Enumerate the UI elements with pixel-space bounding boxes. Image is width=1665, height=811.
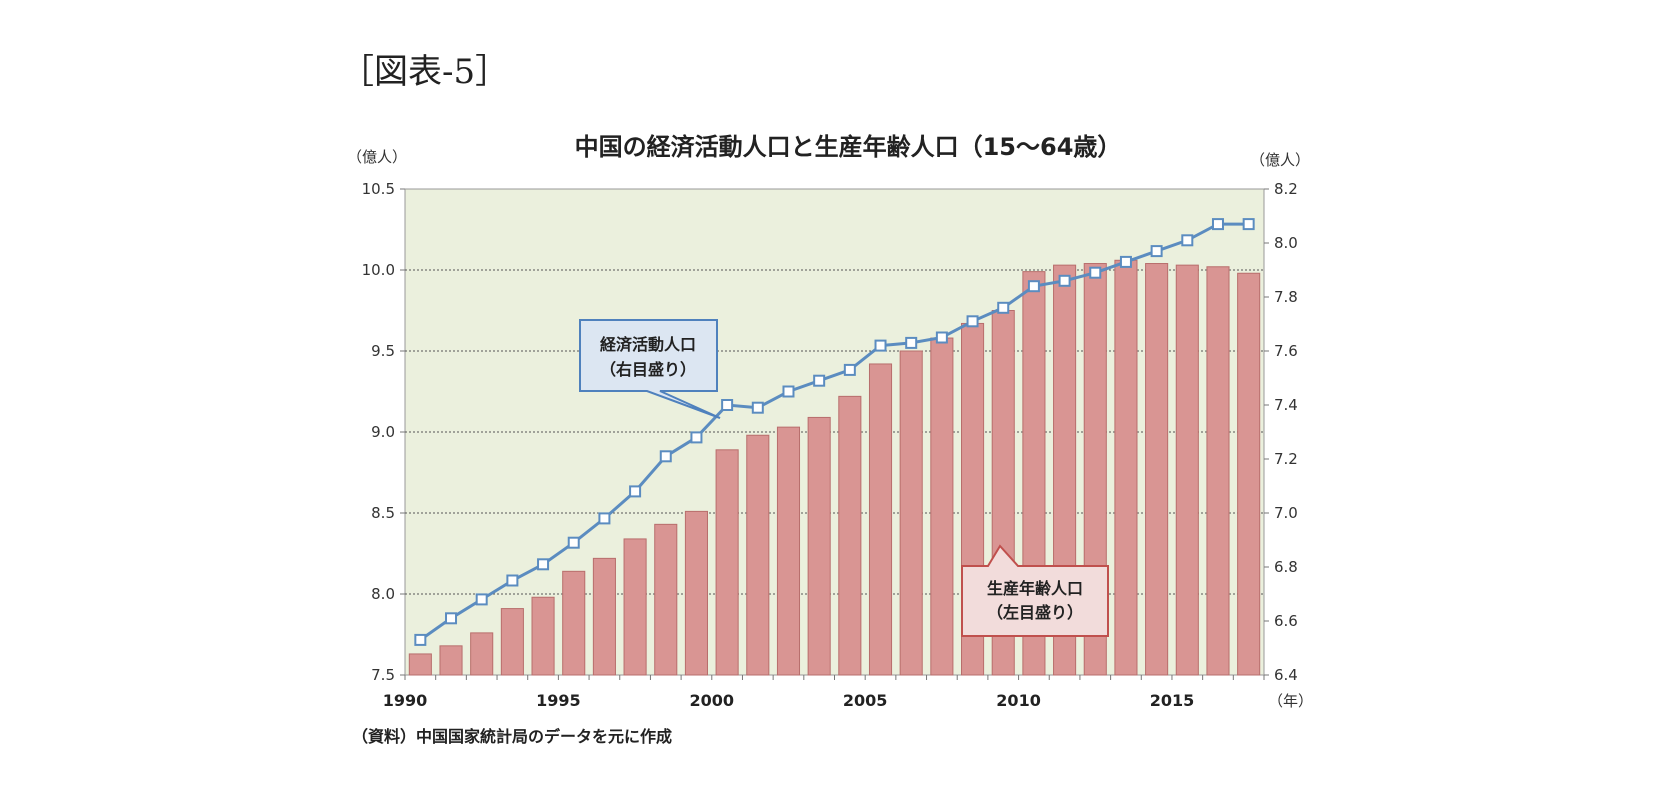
line-point-1992 [475,593,488,606]
bar-1998 [654,523,678,676]
x-axis-unit: （年） [1268,692,1313,710]
line-point-1990 [414,633,427,646]
x-tick-label: 1990 [383,691,428,710]
right-tick-label: 7.0 [1274,504,1298,522]
line-point-2005 [874,339,887,352]
left-tick-label: 7.5 [371,666,395,684]
bar-2007 [930,337,954,676]
left-tick-label: 10.5 [362,180,395,198]
right-tick-label: 6.4 [1274,666,1298,684]
callout-working-age-population-box [961,544,1109,637]
bar-2014 [1145,263,1169,676]
left-axis: 7.5 8.0 8.5 9.0 9.5 10.0 10.5 [362,180,405,684]
chart-title: 中国の経済活動人口と生産年齢人口（15～64歳） [575,133,1122,161]
figure-label: ［図表-5］ [340,52,510,92]
bar-1994 [531,596,555,676]
x-tick-label: 2005 [843,691,888,710]
line-point-2010 [1027,280,1040,293]
bar-2016 [1206,266,1230,676]
callout-working-age-population-label: 生産年齢人口 [987,579,1083,598]
bar-1990 [408,653,432,676]
bar-1999 [684,510,708,676]
line-point-2013 [1119,255,1132,268]
right-axis: 6.4 6.6 6.8 7.0 7.2 7.4 7.6 7.8 8.0 8.2 [1264,180,1298,684]
right-tick-label: 7.2 [1274,450,1298,468]
source-note: （資料）中国国家統計局のデータを元に作成 [352,727,672,746]
line-point-1991 [445,612,458,625]
left-tick-label: 8.0 [371,585,395,603]
right-tick-label: 8.0 [1274,234,1298,252]
gridlines [405,269,1264,595]
line-point-1996 [598,512,611,525]
right-tick-label: 7.4 [1274,396,1298,414]
bar-1991 [439,645,463,676]
line-point-2011 [1058,274,1071,287]
x-axis: 1990 1995 2000 2005 2010 2015 [383,675,1265,710]
line-point-2000 [721,399,734,411]
line-series [414,218,1255,646]
bar-1997 [623,538,647,676]
right-tick-label: 6.8 [1274,558,1298,576]
bar-1995 [562,570,586,676]
callout-working-age-population-note: （左目盛り） [987,603,1083,622]
bar-1996 [592,557,616,676]
line-point-2001 [751,401,764,414]
right-tick-label: 7.8 [1274,288,1298,306]
bar-2005 [868,363,893,676]
line-point-1998 [659,450,672,463]
x-tick-label: 2010 [996,691,1041,710]
x-tick-label: 1995 [536,691,581,710]
line-point-2006 [905,336,918,349]
bar-1992 [470,632,494,676]
right-tick-label: 6.6 [1274,612,1298,630]
line-point-2004 [843,363,856,376]
callout-economic-population-note: （右目盛り） [600,360,696,379]
line-point-2014 [1150,245,1163,258]
left-tick-label: 10.0 [362,261,395,279]
line-point-2012 [1089,266,1102,279]
bar-2015 [1175,264,1199,676]
line-point-2016 [1211,218,1224,231]
line-point-2002 [782,385,795,398]
line-point-2009 [997,301,1010,314]
callout-economic-population-box [579,319,721,419]
bar-2006 [899,350,923,676]
bar-2017 [1237,272,1261,676]
right-tick-label: 7.6 [1274,342,1298,360]
left-tick-label: 9.5 [371,342,395,360]
line-point-1994 [537,558,550,571]
x-tick-label: 2000 [690,691,735,710]
left-tick-label: 9.0 [371,423,395,441]
left-tick-label: 8.5 [371,504,395,522]
economic-population-line [419,222,1249,642]
bar-2013 [1114,259,1138,676]
bar-2000 [715,449,739,676]
line-point-2008 [966,315,979,328]
right-axis-unit: （億人） [1250,151,1310,169]
bar-2003 [807,416,831,676]
callout-working-age-population: 生産年齢人口 （左目盛り） [961,544,1109,637]
line-point-1997 [629,485,642,498]
bar-2002 [776,426,801,676]
callout-economic-population-label: 経済活動人口 [600,335,696,354]
line-point-1999 [690,431,703,444]
line-point-2017 [1242,218,1255,231]
x-tick-label: 2015 [1150,691,1195,710]
left-axis-unit: （億人） [347,148,407,166]
right-tick-label: 8.2 [1274,180,1298,198]
bar-2001 [746,434,770,676]
line-point-2015 [1181,234,1194,247]
bar-2004 [838,395,862,676]
callout-economic-population: 経済活動人口 （右目盛り） [579,319,721,419]
bar-1993 [500,608,524,676]
line-point-2007 [935,331,948,344]
line-point-1995 [567,536,580,549]
line-point-2003 [813,374,826,387]
line-point-1993 [506,574,519,587]
